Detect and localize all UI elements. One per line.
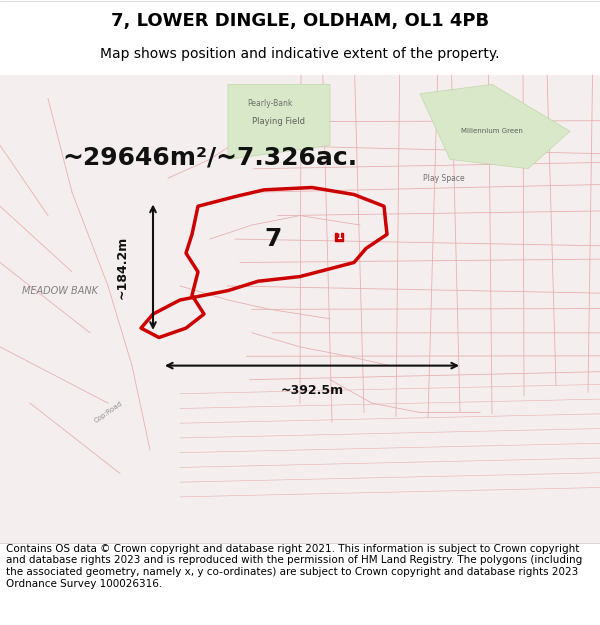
Text: MEADOW BANK: MEADOW BANK bbox=[22, 286, 98, 296]
Text: 7, LOWER DINGLE, OLDHAM, OL1 4PB: 7, LOWER DINGLE, OLDHAM, OL1 4PB bbox=[111, 12, 489, 30]
Text: ~392.5m: ~392.5m bbox=[280, 384, 344, 398]
Text: Millennium Green: Millennium Green bbox=[461, 128, 523, 134]
Text: ~184.2m: ~184.2m bbox=[116, 236, 129, 299]
Text: 7: 7 bbox=[265, 227, 281, 251]
Text: 1: 1 bbox=[336, 232, 342, 241]
Text: Playing Field: Playing Field bbox=[253, 118, 305, 126]
Text: Cop:Road: Cop:Road bbox=[93, 401, 123, 424]
Text: Contains OS data © Crown copyright and database right 2021. This information is : Contains OS data © Crown copyright and d… bbox=[6, 544, 582, 589]
Polygon shape bbox=[228, 84, 330, 159]
Text: Pearly-Bank: Pearly-Bank bbox=[247, 99, 293, 107]
Text: Play Space: Play Space bbox=[423, 174, 465, 182]
Polygon shape bbox=[420, 84, 570, 169]
Text: ~29646m²/~7.326ac.: ~29646m²/~7.326ac. bbox=[62, 145, 358, 169]
Text: Map shows position and indicative extent of the property.: Map shows position and indicative extent… bbox=[100, 47, 500, 61]
